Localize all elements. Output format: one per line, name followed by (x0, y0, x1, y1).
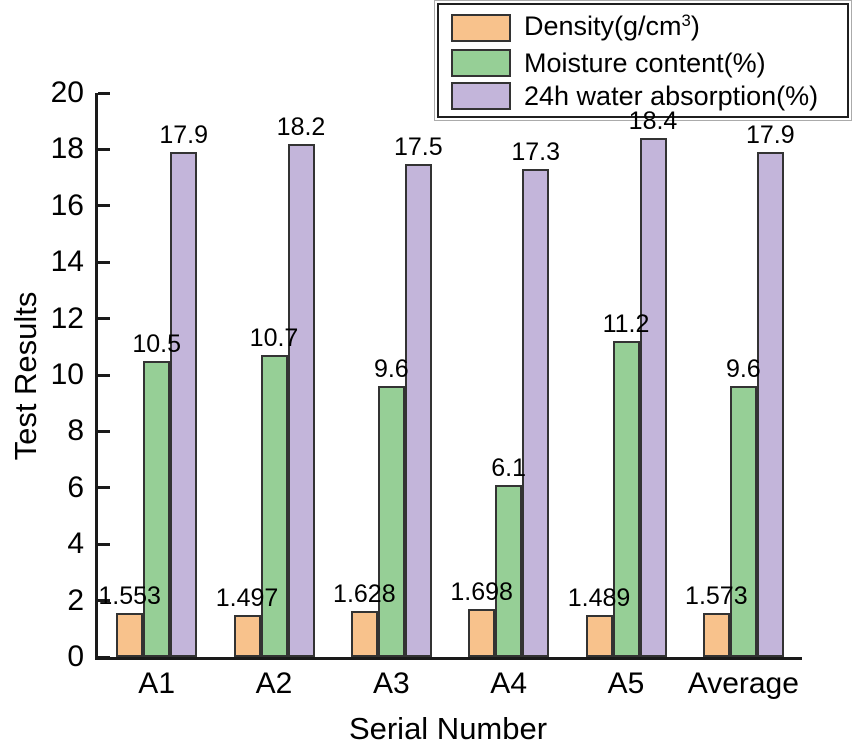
bar (468, 609, 496, 657)
legend-item: Density(g/cm3) (451, 11, 841, 45)
bar (495, 484, 523, 657)
bar-value-label: 17.9 (159, 121, 208, 150)
x-tick-label: A1 (138, 667, 176, 700)
bar-value-label: 1.573 (685, 581, 748, 610)
legend-item: Moisture content(%) (451, 48, 841, 78)
bar-value-label: 18.4 (628, 107, 678, 136)
bar (116, 613, 144, 657)
bar-value-label: 6.1 (491, 453, 527, 482)
bar-value-label: 1.628 (333, 580, 396, 609)
bar (756, 152, 784, 657)
legend: Density(g/cm3) Moisture content(%) 24h wat… (434, 0, 852, 121)
bar-value-label: 11.2 (602, 310, 650, 339)
y-tick-label: 16 (50, 188, 84, 222)
x-tick-label: A2 (255, 667, 293, 700)
bar-value-label: 9.6 (725, 355, 761, 384)
x-axis-title: Serial Number (348, 711, 548, 746)
y-tick-label: 10 (50, 358, 84, 391)
bar (702, 612, 730, 657)
bar-value-label: 17.3 (511, 138, 560, 167)
y-tick-mark (98, 542, 110, 546)
bar (170, 152, 198, 657)
bar (287, 143, 315, 657)
y-tick-mark (98, 599, 110, 603)
y-tick-label: 8 (67, 414, 84, 448)
y-tick-mark (98, 317, 110, 321)
x-tick-label: A5 (607, 667, 645, 700)
bar (143, 360, 171, 657)
y-tick-label: 18 (50, 132, 84, 166)
y-tick-mark (98, 486, 110, 490)
bar-value-label: 17.9 (745, 121, 795, 150)
y-tick-mark (98, 655, 110, 659)
bar (377, 386, 405, 657)
y-tick-mark (98, 260, 110, 264)
legend-item-label: Moisture content(%) (524, 47, 766, 78)
legend-swatch (451, 48, 511, 77)
x-tick-label: Average (687, 667, 799, 700)
bar (233, 614, 261, 657)
legend-swatch (451, 13, 511, 42)
bar-value-label: 10.7 (249, 324, 299, 353)
y-tick-label: 14 (50, 245, 84, 279)
y-tick-mark (98, 147, 110, 151)
y-tick-label: 2 (67, 583, 84, 617)
plot-area: 0 2 4 6 8 10 12 14 16 18 20 A1 1.553 10.5 17.9 A2 1.497 1… (51, 76, 802, 700)
bar-value-label: 10.5 (132, 329, 181, 358)
y-tick-label: 4 (67, 527, 84, 561)
bar-value-label: 1.497 (215, 583, 279, 612)
bar (350, 611, 378, 657)
x-tick-label: A3 (372, 667, 410, 700)
y-tick-label: 20 (50, 76, 84, 109)
y-tick-label: 0 (67, 640, 84, 673)
legend-item: 24h water absorption(%) (451, 81, 841, 111)
legend-item-label: 24h water absorption(%) (524, 80, 819, 111)
x-tick-label: A4 (490, 667, 528, 700)
y-tick-mark (98, 91, 110, 95)
legend-item-label: Density(g/cm3) (524, 10, 700, 41)
bar (260, 355, 288, 657)
bar-value-label: 1.553 (98, 582, 161, 611)
y-tick-mark (98, 373, 110, 377)
legend-swatch (451, 81, 511, 110)
bar-value-label: 17.5 (393, 132, 443, 161)
bar (729, 386, 757, 657)
bar-value-label: 1.698 (450, 578, 513, 607)
bar-value-label: 18.2 (276, 112, 326, 141)
bar-value-label: 9.6 (373, 355, 409, 384)
y-tick-label: 12 (50, 301, 84, 335)
y-tick-label: 6 (67, 470, 84, 504)
bar (404, 163, 432, 657)
y-tick-mark (98, 429, 110, 433)
bar (612, 341, 640, 657)
bar (522, 169, 550, 657)
bar (585, 615, 613, 657)
y-tick-mark (98, 204, 110, 208)
bar-value-label: 1.489 (567, 584, 631, 613)
bar (639, 138, 667, 657)
